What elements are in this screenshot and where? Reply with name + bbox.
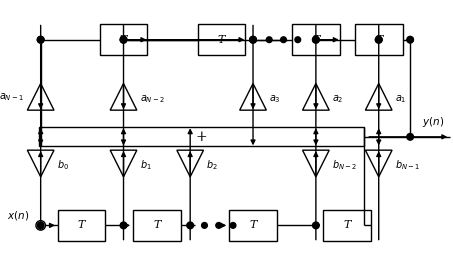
Bar [39, 127, 365, 146]
Polygon shape [303, 84, 329, 110]
Text: $a_{N-2}$: $a_{N-2}$ [140, 93, 165, 105]
Text: T: T [249, 220, 257, 230]
Polygon shape [303, 150, 329, 177]
Text: $b_{N-2}$: $b_{N-2}$ [332, 159, 357, 172]
Text: T: T [78, 220, 85, 230]
Circle shape [202, 222, 207, 228]
Circle shape [376, 36, 382, 43]
Circle shape [250, 36, 256, 43]
Bar [58, 210, 106, 241]
Polygon shape [110, 150, 137, 177]
Circle shape [407, 134, 414, 140]
Bar [100, 25, 147, 55]
Circle shape [120, 36, 127, 43]
Text: $y(n)$: $y(n)$ [422, 115, 443, 129]
Circle shape [295, 37, 301, 42]
Circle shape [313, 222, 319, 229]
Circle shape [37, 36, 44, 43]
Polygon shape [110, 84, 137, 110]
Circle shape [266, 37, 272, 42]
Bar [229, 210, 277, 241]
Text: T: T [153, 220, 160, 230]
Circle shape [187, 222, 193, 229]
Text: T: T [218, 35, 225, 45]
Text: $x(n)$: $x(n)$ [7, 209, 29, 222]
Polygon shape [27, 84, 54, 110]
Circle shape [120, 222, 127, 229]
Text: $a_3$: $a_3$ [269, 93, 281, 105]
Text: T: T [120, 35, 127, 45]
Circle shape [250, 36, 256, 43]
Polygon shape [366, 150, 392, 177]
Circle shape [313, 36, 319, 43]
Text: +: + [196, 130, 207, 144]
Bar [198, 25, 246, 55]
Bar [292, 25, 340, 55]
Text: $a_{N-1}$: $a_{N-1}$ [0, 91, 24, 103]
Circle shape [216, 222, 222, 228]
Text: $a_1$: $a_1$ [395, 93, 406, 105]
Bar [323, 210, 371, 241]
Circle shape [376, 36, 382, 43]
Polygon shape [366, 84, 392, 110]
Text: $b_{N-1}$: $b_{N-1}$ [395, 159, 420, 172]
Polygon shape [240, 84, 266, 110]
Text: T: T [375, 35, 382, 45]
Circle shape [313, 36, 319, 43]
Circle shape [407, 36, 414, 43]
Polygon shape [177, 150, 203, 177]
Circle shape [281, 37, 286, 42]
Circle shape [230, 222, 236, 228]
Text: $b_0$: $b_0$ [57, 159, 69, 172]
Text: $b_2$: $b_2$ [207, 159, 218, 172]
Circle shape [37, 222, 44, 229]
Circle shape [37, 36, 44, 43]
Text: $b_1$: $b_1$ [140, 159, 151, 172]
Text: T: T [312, 35, 319, 45]
Bar [133, 210, 181, 241]
Polygon shape [27, 150, 54, 177]
Bar [355, 25, 403, 55]
Circle shape [120, 36, 127, 43]
Text: T: T [344, 220, 351, 230]
Text: $a_2$: $a_2$ [332, 93, 343, 105]
